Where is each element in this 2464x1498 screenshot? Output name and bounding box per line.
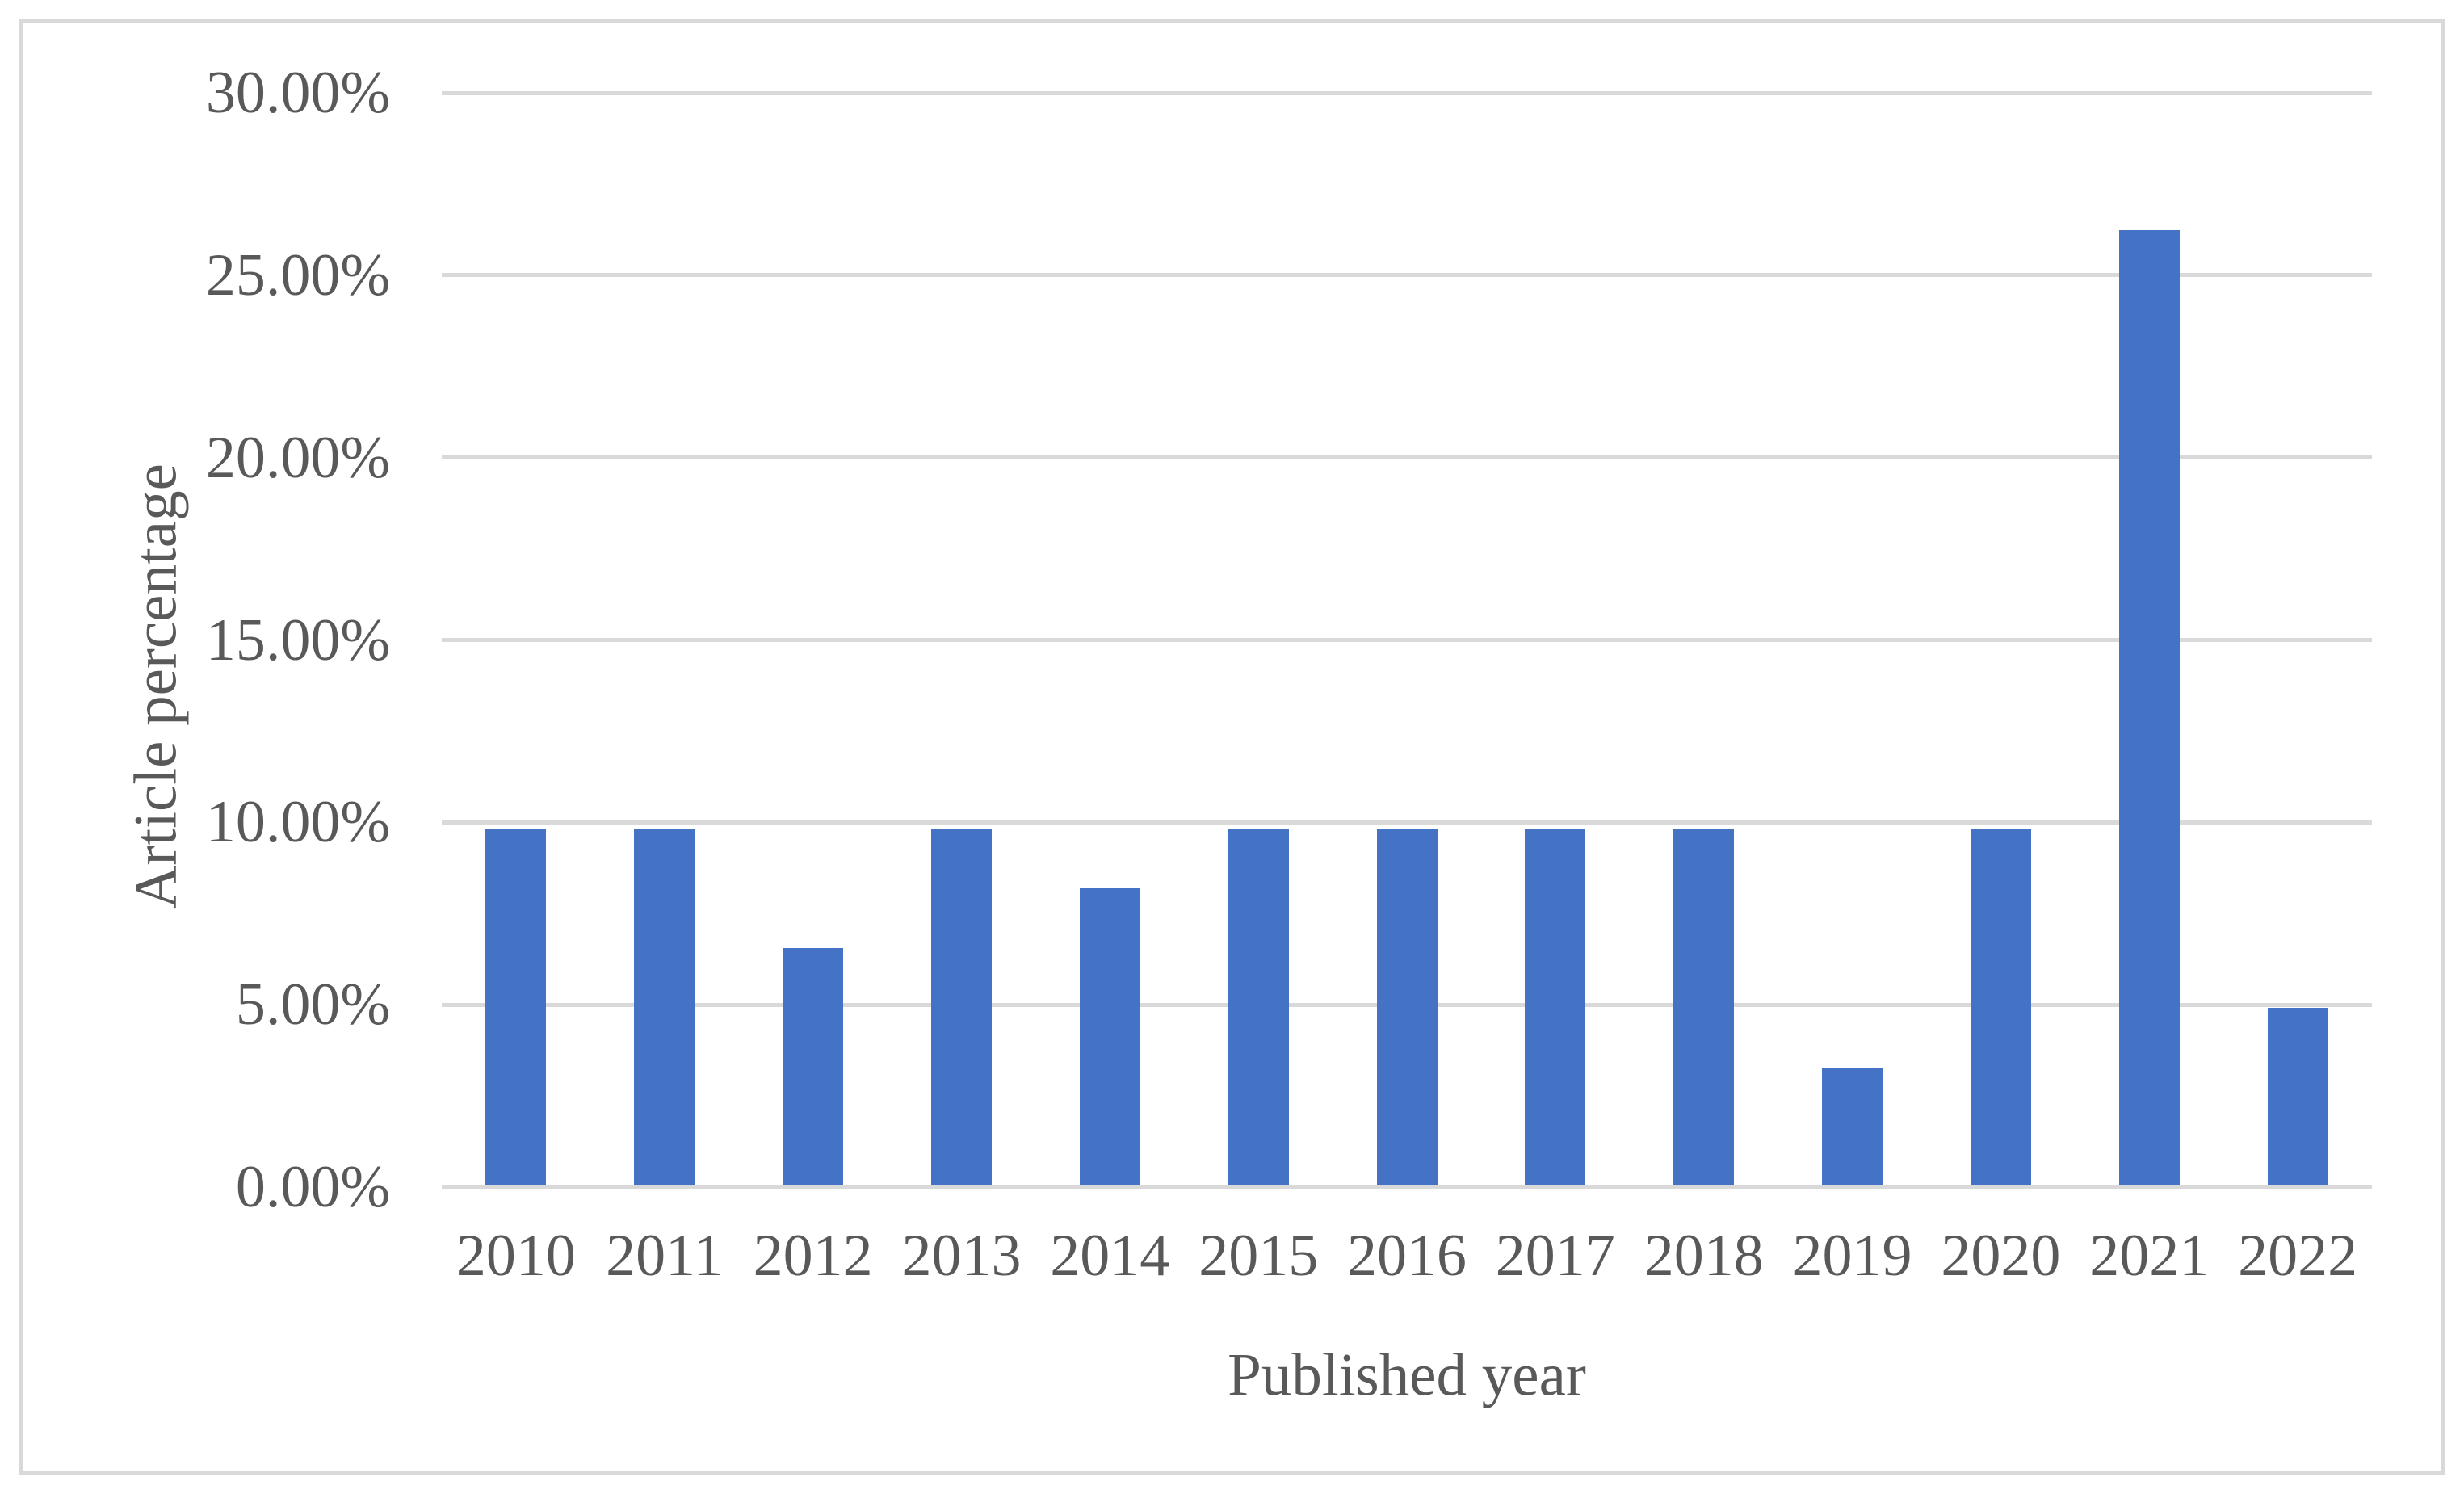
bar-2013 — [931, 828, 992, 1187]
x-tick-label: 2011 — [606, 1223, 724, 1289]
bar-2010 — [485, 828, 547, 1187]
gridline — [442, 455, 2372, 460]
bar-2022 — [2267, 1007, 2328, 1187]
bar-2017 — [1525, 828, 1586, 1187]
x-tick-label: 2012 — [753, 1223, 873, 1289]
x-tick-label: 2016 — [1347, 1223, 1467, 1289]
gridline — [442, 90, 2372, 95]
bar-2012 — [783, 947, 844, 1187]
gridline — [442, 820, 2372, 825]
bar-2021 — [2118, 230, 2180, 1187]
gridline — [442, 638, 2372, 642]
y-tick-label: 15.00% — [205, 606, 390, 673]
x-tick-label: 2020 — [1941, 1223, 2061, 1289]
y-tick-label: 20.00% — [205, 424, 390, 491]
bar-2011 — [634, 828, 695, 1187]
bar-2016 — [1376, 828, 1438, 1187]
x-axis-line — [442, 1185, 2372, 1189]
x-tick-label: 2019 — [1792, 1223, 1912, 1289]
y-tick-label: 10.00% — [205, 789, 390, 856]
x-tick-label: 2017 — [1495, 1223, 1615, 1289]
bar-2020 — [1970, 828, 2031, 1187]
chart-frame-border — [19, 19, 2445, 1475]
y-tick-label: 30.00% — [205, 60, 390, 126]
x-tick-label: 2021 — [2089, 1223, 2210, 1289]
plot-area — [442, 90, 2372, 1189]
x-tick-label: 2018 — [1643, 1223, 1764, 1289]
bar-2015 — [1228, 828, 1289, 1187]
x-tick-label: 2022 — [2238, 1223, 2358, 1289]
x-tick-label: 2013 — [901, 1223, 1022, 1289]
bar-2014 — [1079, 887, 1140, 1187]
bar-2018 — [1673, 828, 1735, 1187]
x-tick-label: 2010 — [455, 1223, 576, 1289]
x-tick-label: 2015 — [1198, 1223, 1319, 1289]
x-axis-title: Published year — [1228, 1341, 1586, 1409]
y-tick-label: 5.00% — [235, 971, 390, 1039]
gridline — [442, 273, 2372, 278]
y-tick-label: 25.00% — [205, 241, 390, 308]
y-tick-label: 0.00% — [235, 1154, 390, 1220]
bar-2019 — [1822, 1067, 1883, 1187]
x-tick-label: 2014 — [1050, 1223, 1170, 1289]
